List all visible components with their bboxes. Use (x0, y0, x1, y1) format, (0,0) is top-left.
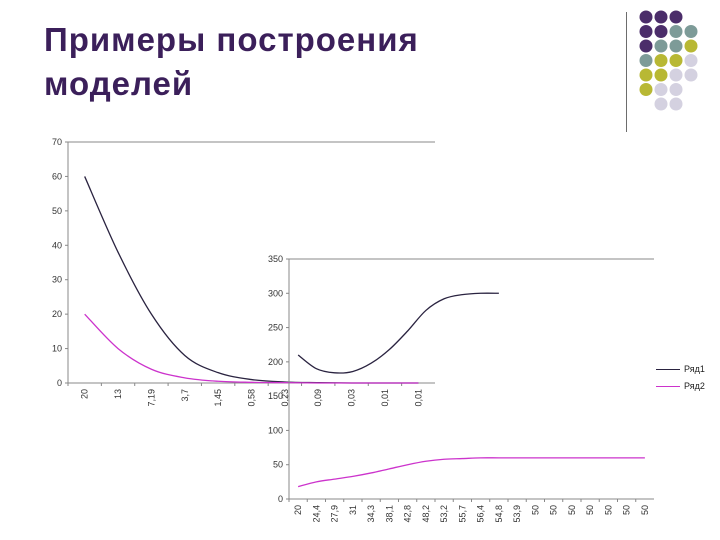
x-tick-label: 7,19 (146, 389, 156, 407)
dot-1-3 (684, 25, 698, 38)
x-tick-label: 50 (640, 505, 650, 515)
x-tick-label: 0,01 (380, 389, 390, 407)
decorative-dot-grid (639, 10, 698, 111)
chart-decay: 0 10 20 30 40 50 60 70 20 13 7,19 3,7 1,45 0,58 0,23 0,… (52, 137, 435, 407)
dot-5-1 (654, 83, 668, 96)
x-tick-label: 55,7 (457, 505, 467, 523)
dot-3-1 (654, 54, 668, 67)
dot-5-2 (669, 83, 683, 96)
y-tick-label: 50 (52, 206, 62, 216)
x-tick-label: 42,8 (403, 505, 413, 523)
y-tick-label: 70 (52, 137, 62, 147)
decorative-divider (626, 12, 627, 132)
y-tick-label: 350 (268, 254, 283, 264)
y-tick-label: 40 (52, 240, 62, 250)
y-tick-label: 60 (52, 171, 62, 181)
dot-4-3 (684, 68, 698, 82)
x-tick-label: 56,4 (476, 505, 486, 523)
x-tick-label: 50 (567, 505, 577, 515)
series-line-1 (297, 292, 499, 374)
x-tick-label: 13 (113, 389, 123, 399)
y-tick-label: 150 (268, 391, 283, 401)
y-tick-label: 10 (52, 344, 62, 354)
x-tick-label: 50 (530, 505, 540, 515)
x-tick-label: 50 (603, 505, 613, 515)
dot-2-3 (684, 39, 698, 53)
dot-3-3 (684, 54, 698, 67)
dot-0-1 (654, 10, 668, 24)
dot-6-1 (654, 97, 668, 111)
dot-4-2 (669, 68, 683, 82)
dot-2-2 (669, 39, 683, 53)
x-tick-label: 54,8 (494, 505, 504, 523)
x-tick-label: 0,01 (413, 389, 423, 407)
y-tick-label: 0 (278, 494, 283, 504)
x-tick-label: 27,9 (330, 505, 340, 523)
x-tick-label: 20 (293, 505, 303, 515)
x-tick-label: 50 (585, 505, 595, 515)
y-tick-label: 30 (52, 275, 62, 285)
x-tick-label: 48,2 (421, 505, 431, 523)
x-tick-label: 53,9 (512, 505, 522, 523)
x-tick-label: 50 (622, 505, 632, 515)
x-tick-label: 0,09 (313, 389, 323, 407)
x-tick-label: 20 (80, 389, 90, 399)
y-tick-label: 100 (268, 425, 283, 435)
slide-title: Примеры построения моделей (44, 18, 564, 106)
y-tick-label: 200 (268, 357, 283, 367)
legend-item-series1: Ряд1 (656, 362, 705, 376)
x-tick-label: 0,03 (347, 389, 357, 407)
slide-title-line1: Примеры построения (44, 21, 419, 58)
x-tick-label: 53,2 (439, 505, 449, 523)
dot-4-1 (654, 68, 668, 82)
chart-legend: Ряд1 Ряд2 (656, 362, 720, 392)
x-tick-label: 34,3 (366, 505, 376, 523)
y-tick-label: 50 (273, 460, 283, 470)
y-tick-label: 250 (268, 323, 283, 333)
dot-6-2 (669, 97, 683, 111)
dot-2-0 (639, 39, 653, 53)
dot-1-1 (654, 25, 668, 38)
x-tick-label: 38,1 (384, 505, 394, 523)
chart-oscillation: 0 50 100 150 200 250 300 350 20 24,4 27,9 31 34,3 38,… (268, 254, 654, 523)
legend-item-series2: Ряд2 (656, 379, 705, 393)
dot-3-0 (639, 54, 653, 67)
x-tick-label: 3,7 (180, 389, 190, 402)
x-tick-label: 0,23 (280, 389, 290, 407)
legend-swatch-series2 (656, 385, 680, 387)
legend-label-series1: Ряд1 (684, 364, 705, 374)
y-tick-label: 20 (52, 309, 62, 319)
dot-4-0 (639, 68, 653, 82)
dot-1-0 (639, 25, 653, 38)
x-tick-label: 31 (348, 505, 358, 515)
legend-label-series2: Ряд2 (684, 381, 705, 391)
slide-title-line2: моделей (44, 65, 194, 102)
x-tick-label: 24,4 (311, 505, 321, 523)
y-tick-label: 0 (57, 378, 62, 388)
dot-0-2 (669, 10, 683, 24)
dot-2-1 (654, 39, 668, 53)
series-line-2 (84, 313, 419, 384)
y-tick-label: 300 (268, 288, 283, 298)
dot-0-0 (639, 10, 653, 24)
series-line-2 (297, 457, 645, 488)
x-tick-label: 1,45 (213, 389, 223, 407)
dot-5-0 (639, 83, 653, 96)
dot-1-2 (669, 25, 683, 38)
dot-3-2 (669, 54, 683, 67)
legend-swatch-series1 (656, 368, 680, 370)
x-tick-label: 0,58 (247, 389, 257, 407)
x-tick-label: 50 (549, 505, 559, 515)
